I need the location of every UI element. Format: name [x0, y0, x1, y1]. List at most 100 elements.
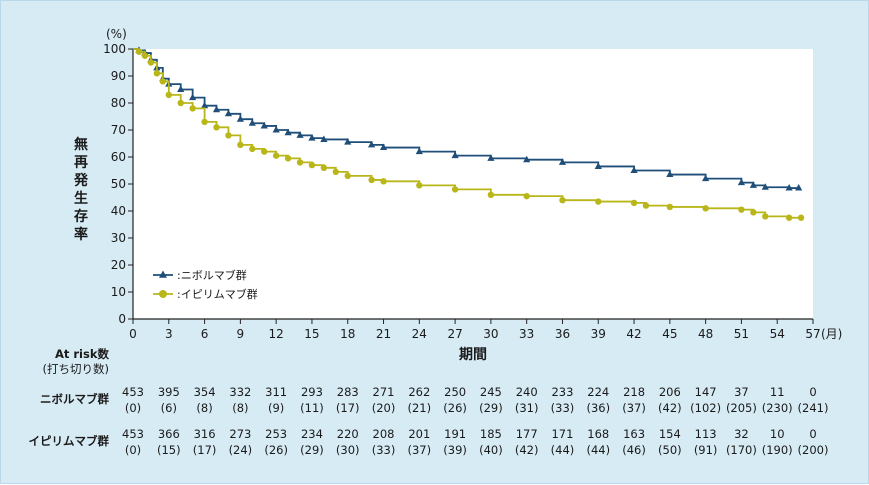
risk-censored-value: (8): [232, 401, 248, 415]
risk-row-label: ニボルマブ群: [40, 392, 109, 406]
risk-censored-value: (24): [229, 443, 253, 457]
series-point-circle: [225, 132, 232, 139]
x-tick-label: 15: [304, 327, 319, 341]
series-point-circle: [332, 168, 340, 176]
series-point-circle: [487, 191, 495, 198]
series-point-triangle: [785, 184, 793, 191]
series-point-triangle: [367, 140, 376, 148]
series-point-circle: [159, 78, 167, 85]
series-point-circle: [284, 155, 292, 162]
series-point-circle: [201, 118, 208, 126]
series-point-circle: [308, 161, 316, 169]
legend-label: :ニボルマブ群: [177, 268, 247, 282]
series-point-circle: [177, 99, 184, 107]
risk-censored-value: (40): [479, 443, 503, 457]
risk-at-risk-value: 395: [158, 385, 180, 399]
series-point-circle: [368, 176, 375, 184]
risk-censored-value: (91): [694, 443, 718, 457]
series-point-circle: [702, 205, 709, 212]
legend-label: :イピリムマブ群: [177, 287, 258, 301]
risk-censored-value: (170): [726, 443, 757, 457]
series-point-circle: [380, 178, 387, 185]
series-layer: [133, 46, 805, 221]
x-tick-label: 12: [269, 327, 284, 341]
y-tick-label: 90: [111, 69, 126, 83]
risk-at-risk-value: 11: [770, 385, 785, 399]
risk-at-risk-value: 453: [122, 427, 144, 441]
x-tick-label: 39: [591, 327, 606, 341]
series-point-triangle: [795, 184, 803, 191]
risk-table: At risk数(打ち切り数) ニボルマブ群 453 (0) 395 (6) 354 (8) 3…: [29, 347, 829, 457]
y-tick-label: 10: [111, 285, 126, 299]
risk-censored-value: (37): [622, 401, 646, 415]
risk-at-risk-value: 262: [408, 385, 430, 399]
series-point-circle: [249, 145, 256, 153]
series-point-triangle: [749, 181, 757, 188]
series-point-triangle: [523, 155, 531, 163]
x-tick-label: 30: [483, 327, 498, 341]
risk-censored-value: (9): [268, 401, 284, 415]
risk-at-risk-value: 0: [809, 427, 816, 441]
series-point-triangle: [415, 147, 423, 155]
risk-censored-value: (21): [408, 401, 432, 415]
series-point-triangle: [702, 174, 710, 182]
risk-at-risk-value: 332: [229, 385, 251, 399]
risk-censored-value: (42): [515, 443, 539, 457]
x-tick-label: 9: [237, 327, 245, 341]
x-axis-label: 期間: [459, 347, 487, 363]
risk-censored-value: (46): [622, 443, 646, 457]
x-tick-label: 57: [805, 327, 820, 341]
series-point-circle: [344, 172, 351, 180]
x-tick-label: 42: [626, 327, 641, 341]
risk-censored-value: (33): [551, 401, 575, 415]
y-tick-label: 40: [111, 204, 126, 218]
risk-censored-value: (241): [798, 401, 829, 415]
plot-area: [133, 49, 813, 319]
risk-at-risk-value: 316: [194, 427, 216, 441]
series-point-circle: [320, 164, 328, 171]
x-tick-label: 6: [201, 327, 209, 341]
series-point-triangle: [284, 128, 292, 136]
series-point-circle: [523, 192, 530, 200]
y-tick-label: 100: [103, 42, 126, 56]
series-point-circle: [213, 124, 220, 131]
risk-censored-value: (15): [157, 443, 181, 457]
risk-censored-value: (39): [443, 443, 467, 457]
risk-censored-value: (44): [551, 443, 575, 457]
risk-at-risk-value: 0: [809, 385, 816, 399]
risk-at-risk-value: 366: [158, 427, 180, 441]
risk-at-risk-value: 273: [229, 427, 251, 441]
series-point-triangle: [200, 101, 209, 109]
risk-censored-value: (50): [658, 443, 682, 457]
series-point-circle: [630, 199, 638, 207]
series-point-circle: [165, 91, 172, 99]
risk-censored-value: (30): [336, 443, 360, 457]
x-tick-label: 0: [129, 327, 137, 341]
risk-table-title: At risk数: [55, 347, 110, 361]
series-point-triangle: [379, 143, 388, 151]
risk-at-risk-value: 311: [265, 385, 287, 399]
risk-at-risk-value: 201: [408, 427, 430, 441]
risk-censored-value: (29): [479, 401, 503, 415]
series-point-triangle: [260, 121, 268, 129]
series-point-triangle: [296, 131, 304, 138]
risk-censored-value: (29): [300, 443, 324, 457]
y-tick-label: 30: [111, 231, 126, 245]
risk-at-risk-value: 177: [516, 427, 538, 441]
y-tick-label: 50: [111, 177, 126, 191]
risk-censored-value: (190): [762, 443, 793, 457]
risk-censored-value: (26): [443, 401, 467, 415]
risk-at-risk-value: 191: [444, 427, 466, 441]
risk-censored-value: (20): [372, 401, 396, 415]
series-point-triangle: [189, 93, 197, 101]
risk-at-risk-value: 224: [587, 385, 609, 399]
risk-at-risk-value: 245: [480, 385, 502, 399]
risk-censored-value: (36): [586, 401, 610, 415]
y-tick-label: 20: [111, 258, 126, 272]
x-tick-label: 45: [662, 327, 677, 341]
risk-row-label: イピリムマブ群: [29, 434, 110, 448]
x-tick-label: 24: [412, 327, 427, 341]
